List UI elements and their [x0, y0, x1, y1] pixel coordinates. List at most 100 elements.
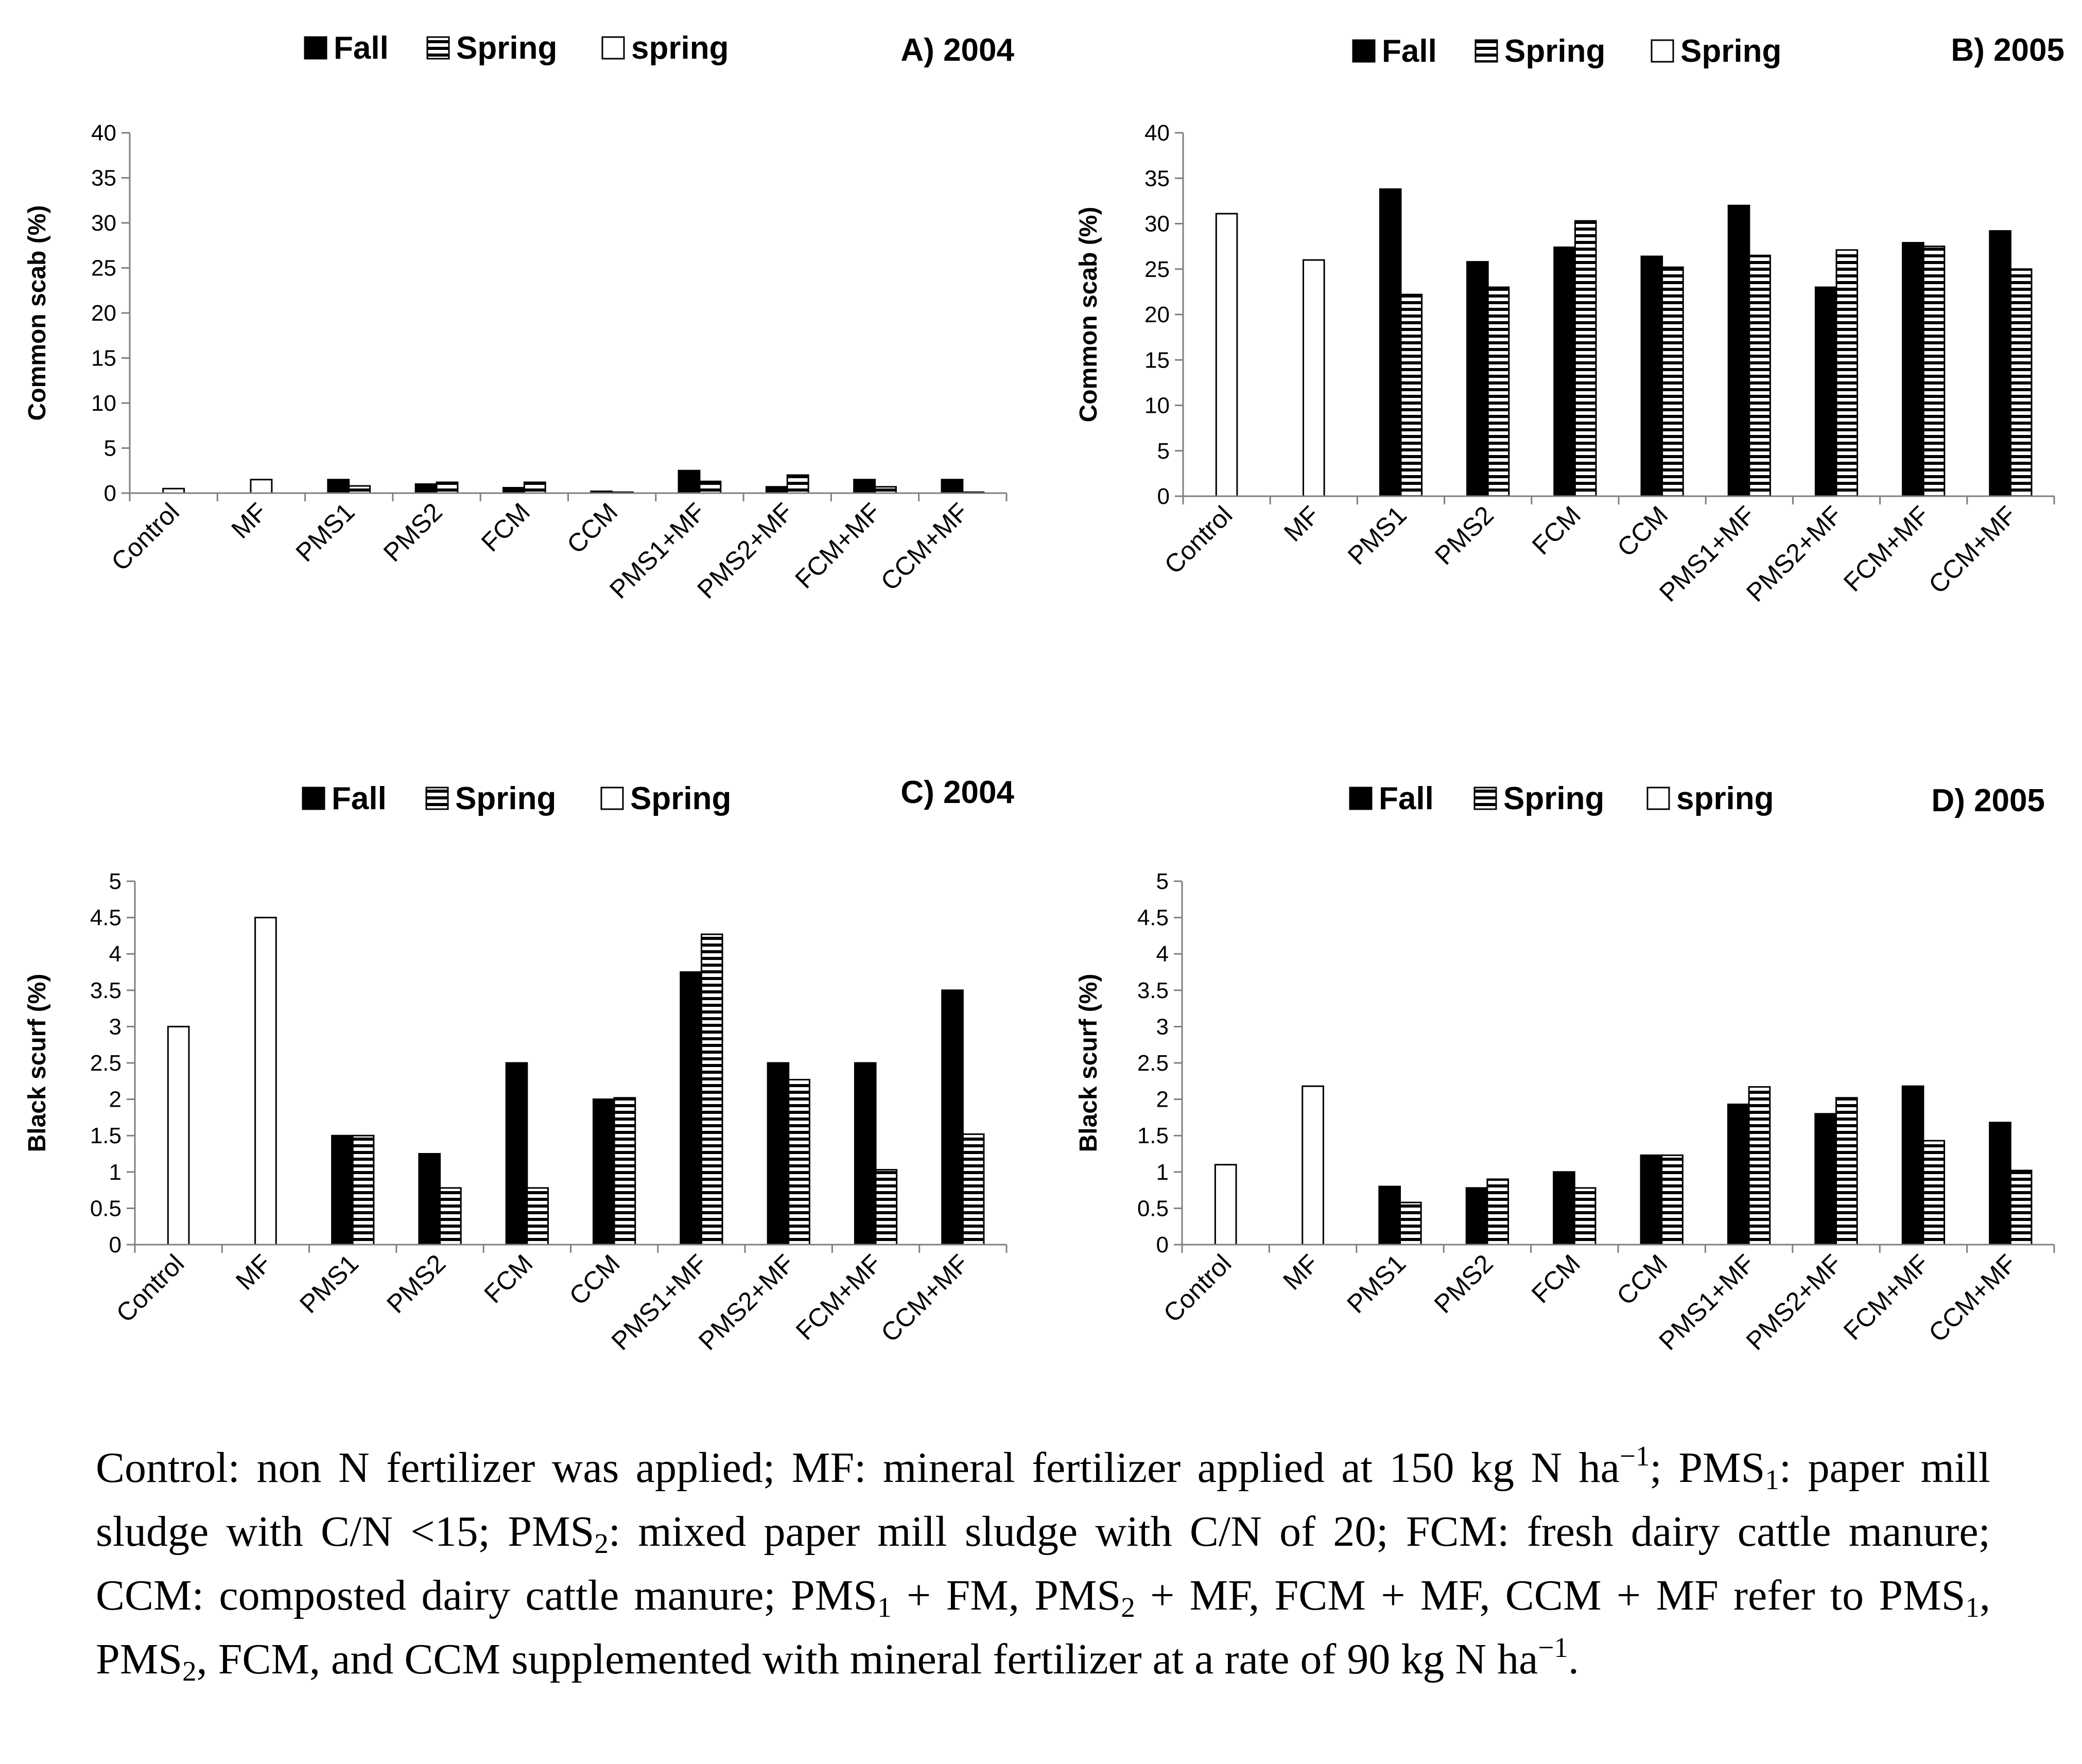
- y-tick-label: 1.5: [1137, 1123, 1169, 1148]
- bar-striped: [1835, 1097, 1858, 1246]
- x-tick-label: FCM: [1526, 500, 1586, 560]
- bar-solid: [1902, 242, 1924, 497]
- y-tick-label: 1: [109, 1160, 122, 1185]
- y-tick-label: 25: [1144, 257, 1170, 282]
- x-tick-label: PMS1+MF: [604, 497, 711, 604]
- bar-striped: [1574, 220, 1597, 497]
- x-tick-label: CCM: [561, 497, 623, 559]
- y-tick-label: 35: [91, 166, 116, 191]
- legend-swatch-solid: [1349, 787, 1373, 810]
- bar-striped: [348, 485, 371, 494]
- x-tick-label: CCM+MF: [875, 497, 974, 596]
- bar-solid: [1727, 1103, 1750, 1246]
- y-tick-label: 3.5: [90, 978, 122, 1003]
- legend-swatch-striped: [426, 36, 450, 60]
- x-tick-label: Control: [1158, 1249, 1237, 1328]
- bar-solid: [418, 1153, 441, 1246]
- x-tick-label: FCM+MF: [789, 497, 886, 594]
- legend-swatch-striped: [425, 787, 449, 810]
- bar-striped: [613, 1097, 636, 1246]
- x-tick-label: CCM+MF: [1923, 500, 2022, 599]
- bar-solid: [1640, 1154, 1663, 1246]
- bar-striped: [1922, 246, 1946, 497]
- y-tick-label: 30: [91, 211, 116, 236]
- bar-solid: [767, 1062, 790, 1246]
- bar-solid: [331, 1134, 354, 1246]
- bar-solid: [765, 486, 788, 494]
- x-tick-label: PMS2: [1429, 1249, 1499, 1319]
- y-axis-title: Black scurf (%): [1075, 974, 1102, 1152]
- legend-label: Spring: [455, 781, 556, 816]
- panel-label: C) 2004: [900, 775, 1014, 810]
- bar-striped: [2009, 268, 2033, 497]
- bar-striped: [1922, 1140, 1946, 1246]
- legend-swatch-striped: [1473, 787, 1497, 810]
- bar-empty: [1302, 1085, 1324, 1246]
- bar-solid: [1553, 1171, 1575, 1246]
- x-tick-label: CCM+MF: [1923, 1249, 2022, 1348]
- bar-striped: [1400, 293, 1423, 497]
- legend-label: Fall: [1382, 33, 1437, 69]
- y-tick-label: 30: [1144, 212, 1170, 237]
- y-axis-title: Black scurf (%): [24, 974, 51, 1152]
- bar-solid: [1553, 246, 1576, 497]
- x-tick-label: MF: [1277, 1249, 1324, 1296]
- bar-solid: [505, 1062, 528, 1246]
- y-tick-label: 0: [109, 1232, 122, 1257]
- y-tick-label: 0.5: [90, 1196, 122, 1221]
- legend-label: Spring: [456, 30, 557, 66]
- bar-solid: [1378, 1185, 1401, 1246]
- bar-solid: [1379, 188, 1402, 497]
- y-tick-label: 4: [1156, 941, 1169, 967]
- bar-solid: [853, 479, 876, 494]
- bar-striped: [788, 1078, 810, 1246]
- bar-striped: [2009, 1169, 2033, 1246]
- x-tick-label: PMS2: [381, 1249, 451, 1319]
- x-tick-label: PMS2+MF: [691, 497, 799, 604]
- x-tick-label: FCM: [478, 1249, 538, 1308]
- y-tick-label: 0: [1156, 1232, 1169, 1257]
- y-tick-label: 0: [1157, 484, 1170, 509]
- legend-label: spring: [1676, 781, 1774, 816]
- y-tick-label: 0.5: [1137, 1196, 1169, 1221]
- legend-swatch-empty: [601, 36, 625, 60]
- bar-solid: [1901, 1085, 1924, 1246]
- bar-striped: [699, 480, 722, 494]
- bar-empty: [167, 1025, 190, 1246]
- legend-label: spring: [631, 30, 728, 66]
- bar-striped: [874, 486, 897, 494]
- legend: Fall Spring spring: [304, 30, 728, 66]
- bar-empty: [1214, 1164, 1237, 1246]
- bar-solid: [1465, 1187, 1488, 1246]
- bar-striped: [436, 481, 459, 494]
- chart-panel-3: 0 0.5 1 1.5 2 2.5 3 3.5 4 4.5 5 Control MF PMS1 PMS2 FC…: [24, 775, 1015, 1356]
- y-tick-label: 1.5: [90, 1123, 122, 1148]
- x-tick-label: FCM+MF: [1838, 500, 1935, 597]
- x-tick-label: FCM: [476, 497, 535, 557]
- legend-swatch-empty: [1651, 39, 1674, 63]
- bar-striped: [1661, 1154, 1684, 1246]
- y-tick-label: 15: [1144, 347, 1170, 373]
- y-tick-label: 3: [109, 1014, 122, 1039]
- bar-solid: [327, 479, 350, 494]
- x-tick-label: Control: [1159, 500, 1238, 580]
- y-tick-label: 5: [109, 869, 122, 894]
- legend: Fall Spring spring: [1349, 781, 1774, 816]
- y-tick-label: 3.5: [1137, 978, 1169, 1003]
- y-tick-label: 4.5: [1137, 905, 1169, 931]
- x-tick-label: PMS1+MF: [1653, 1249, 1760, 1356]
- y-axis-title: Common scab (%): [1075, 207, 1102, 423]
- legend-label: Spring: [1680, 33, 1781, 69]
- bar-striped: [700, 933, 723, 1246]
- y-tick-label: 40: [91, 120, 116, 146]
- x-tick-label: MF: [226, 497, 273, 544]
- bar-solid: [414, 483, 438, 494]
- legend-swatch-solid: [302, 787, 325, 810]
- bar-solid: [941, 479, 964, 494]
- bar-solid: [593, 1098, 615, 1246]
- x-tick-label: PMS2+MF: [1741, 1249, 1848, 1356]
- legend-swatch-solid: [1352, 39, 1376, 63]
- bar-empty: [254, 917, 277, 1246]
